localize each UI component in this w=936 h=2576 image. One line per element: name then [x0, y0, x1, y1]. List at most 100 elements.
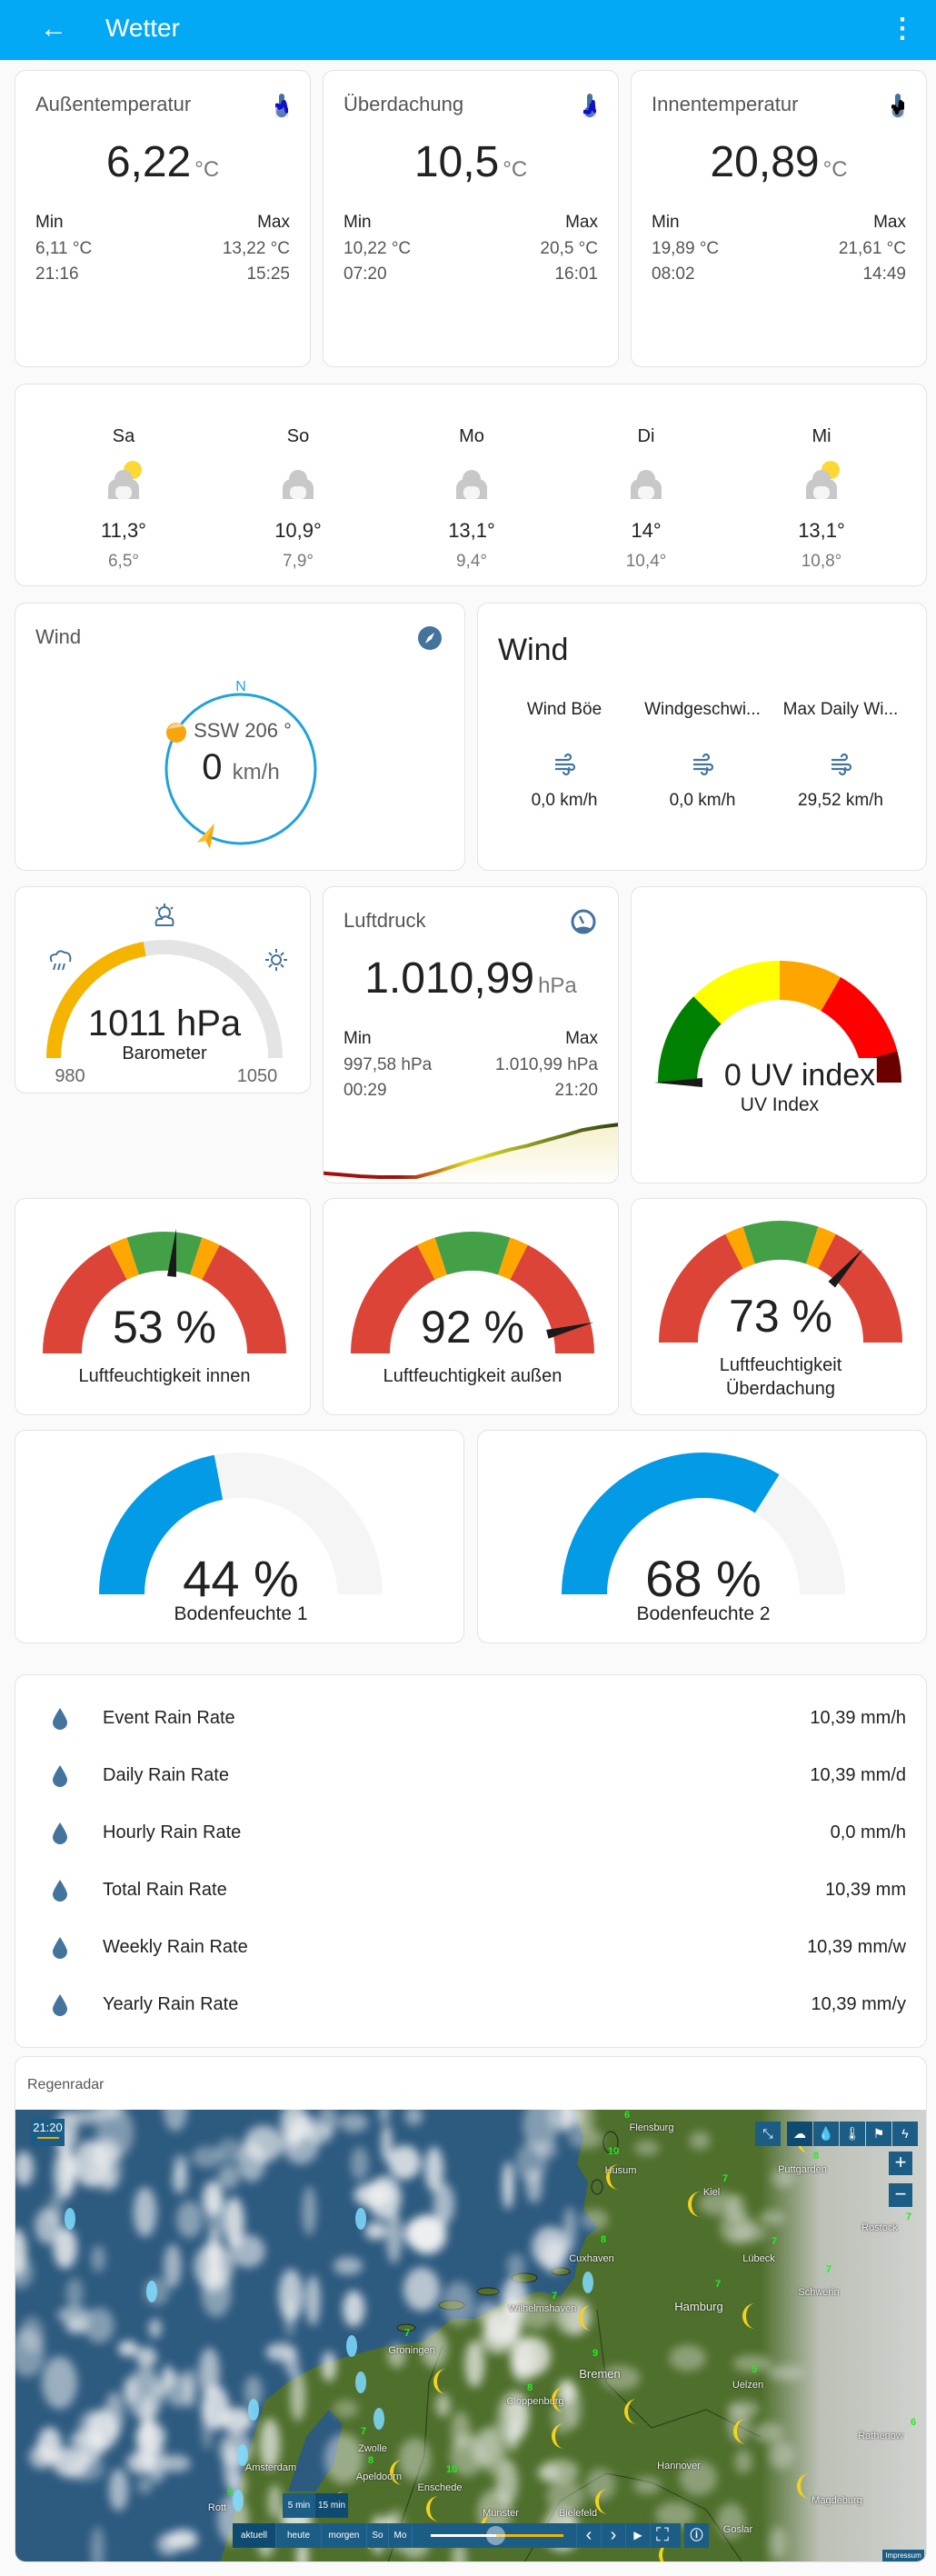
rain-entity-row[interactable]: Event Rain Rate 10,39 mm/h	[15, 1701, 926, 1737]
min-max-labels: Min Max	[35, 213, 290, 233]
next-icon[interactable]: ›	[601, 2523, 625, 2548]
temperature-card[interactable]: Außentemperatur 6,22 °C Min Max 6,11 °C 13,…	[15, 70, 311, 367]
pressure-card[interactable]: Luftdruck 1.010,99 hPa Min Max 997,58 hPa 1…	[323, 886, 619, 1183]
map-temperature: 5	[752, 2364, 758, 2375]
forecast-high: 10,9°	[274, 519, 322, 542]
uv-value: 0 UV index	[722, 1058, 878, 1093]
rain-entity-label: Daily Rain Rate	[103, 1765, 229, 1785]
period-tab[interactable]: Mo	[389, 2523, 413, 2548]
gauge-needle	[167, 1228, 176, 1277]
moon-icon	[552, 2423, 564, 2449]
satellite-clouds	[15, 2110, 804, 2561]
rain-entity-row[interactable]: Yearly Rain Rate 10,39 mm/y	[15, 1987, 926, 2023]
pressure-unit: hPa	[538, 973, 577, 998]
period-tab[interactable]: aktuell	[233, 2523, 276, 2548]
min-label: Min	[344, 213, 372, 232]
map-city-label: Cuxhaven	[569, 2253, 614, 2264]
moon-icon	[624, 2399, 637, 2424]
fullscreen-icon[interactable]: ⛶	[650, 2523, 674, 2548]
rain-entity-label: Total Rain Rate	[103, 1880, 227, 1900]
radar-time-button[interactable]: 21:20	[31, 2119, 65, 2146]
forecast-high: 11,3°	[101, 519, 146, 542]
island	[396, 2323, 416, 2332]
wind-flag-icon[interactable]: ⚑	[866, 2122, 891, 2146]
wind-entity[interactable]: Windgeschwi... 0,0 km/h	[634, 700, 771, 811]
temperature-card[interactable]: Innentemperatur 20,89 °C Min Max 19,89 °C 2…	[631, 70, 927, 367]
collapse-icon[interactable]: ⤡	[755, 2122, 781, 2146]
more-menu-button[interactable]: ⋮	[889, 14, 916, 44]
map-city-label: Bremen	[579, 2367, 621, 2381]
map-city-label: Rott	[207, 2502, 227, 2513]
back-button[interactable]: ←	[40, 14, 67, 44]
rain-entity-row[interactable]: Daily Rain Rate 10,39 mm/d	[15, 1758, 926, 1794]
weather-forecast-card[interactable]: Sa 11,3° 6,5° So 10,9° 7,9° Mo 13,1° 9,4…	[15, 384, 927, 586]
slider-handle[interactable]	[486, 2526, 505, 2545]
info-button[interactable]: ⓘ	[684, 2523, 709, 2548]
humidity-gauge-card[interactable]: 73 % Luftfeuchtigkeit Überdachung	[631, 1198, 927, 1415]
period-tab[interactable]: morgen	[322, 2523, 367, 2548]
moon-icon	[595, 2489, 608, 2514]
soil-moisture-value: 44 %	[183, 1550, 299, 1607]
thermometer-icon[interactable]: 🌡	[840, 2122, 865, 2146]
barometer-card[interactable]: 1011 hPa Barometer 980 1050	[15, 886, 311, 1093]
weather-windy-icon	[634, 751, 771, 791]
zoom-out-button[interactable]: −	[889, 2183, 912, 2207]
humidity-value: 92 %	[421, 1302, 524, 1353]
rain-entity-row[interactable]: Total Rain Rate 10,39 mm	[15, 1872, 926, 1909]
timeline-bar: aktuell heute morgen So Mo ‹ › ▶ ⛶	[233, 2523, 681, 2548]
moon-icons	[331, 2128, 810, 2561]
interval-option[interactable]: 5 min	[283, 2493, 315, 2518]
rain-entity-row[interactable]: Hourly Rain Rate 0,0 mm/h	[15, 1815, 926, 1852]
temperature-card[interactable]: Überdachung 10,5 °C Min Max 10,22 °C 20,5 °…	[323, 70, 619, 367]
humidity-gauge-card[interactable]: 92 % Luftfeuchtigkeit außen	[323, 1198, 619, 1415]
timeline-slider[interactable]	[422, 2523, 567, 2548]
wind-entity-label: Windgeschwi...	[644, 700, 761, 719]
prev-icon[interactable]: ‹	[576, 2523, 601, 2548]
wind-entity[interactable]: Wind Böe 0,0 km/h	[496, 700, 632, 811]
temperature-history-graph	[632, 306, 927, 366]
forecast-low: 7,9°	[282, 552, 314, 571]
water-drop-icon	[52, 1878, 68, 1906]
humidity-gauge-card[interactable]: 53 % Luftfeuchtigkeit innen	[15, 1198, 311, 1415]
temperature-unit: °C	[194, 157, 220, 182]
soil-moisture-card[interactable]: 44 % Bodenfeuchte 1	[15, 1430, 464, 1643]
period-tab[interactable]: heute	[276, 2523, 322, 2548]
forecast-low: 9,4°	[455, 552, 487, 571]
moon-icon	[606, 2164, 619, 2190]
gauge-segment	[821, 976, 898, 1062]
rain-entity-label: Event Rain Rate	[103, 1708, 235, 1728]
forecast-day-name: Mo	[459, 426, 484, 446]
rain-entity-value: 10,39 mm/y	[811, 1994, 906, 2014]
barometer-value: 1011 hPa	[87, 1003, 242, 1043]
lightning-icon[interactable]: ϟ	[892, 2122, 918, 2146]
map-city-label: Puttgarden	[778, 2164, 827, 2175]
radar-map[interactable]: Flensburg Husum Kiel Puttgarden Rostock Cuxha…	[15, 2110, 926, 2561]
min-value: 10,22 °C	[344, 239, 412, 258]
temperature-history-graph	[15, 306, 311, 366]
impressum-link[interactable]: Impressum	[882, 2550, 924, 2561]
map-temperature: 10	[446, 2464, 458, 2475]
wind-compass-card[interactable]: Wind N SSW 206 ° 0 km/h	[15, 603, 465, 871]
uv-gauge-card[interactable]: 0 UV index UV Index	[631, 886, 927, 1183]
interval-option[interactable]: 15 min	[315, 2493, 348, 2518]
map-city-label: Wilhelmshaven	[508, 2303, 577, 2314]
min-max-values: 6,11 °C 13,22 °C	[35, 239, 290, 259]
rain-drop-icon[interactable]: 💧	[813, 2122, 839, 2146]
period-tab[interactable]: So	[367, 2523, 389, 2548]
map-temperature: 7	[715, 2279, 722, 2290]
moon-icon	[797, 2473, 810, 2499]
island	[476, 2287, 500, 2296]
forecast-day-name: So	[286, 426, 310, 446]
wind-entity[interactable]: Max Daily Wi... 29,52 km/h	[772, 700, 909, 811]
map-city-label: Rathenow	[858, 2431, 903, 2441]
play-icon[interactable]: ▶	[625, 2523, 650, 2548]
soil-moisture-card[interactable]: 68 % Bodenfeuchte 2	[477, 1430, 927, 1643]
rain-entity-row[interactable]: Weekly Rain Rate 10,39 mm/w	[15, 1930, 926, 1966]
temperature-unit: °C	[503, 157, 528, 182]
zoom-in-button[interactable]: +	[889, 2152, 912, 2175]
gauge-segment	[806, 1226, 836, 1269]
max-value: 21,61 °C	[838, 239, 906, 258]
cloudy-icon	[592, 454, 701, 519]
gauge-segment	[693, 961, 780, 1024]
clouds-icon[interactable]: ☁	[787, 2122, 812, 2146]
